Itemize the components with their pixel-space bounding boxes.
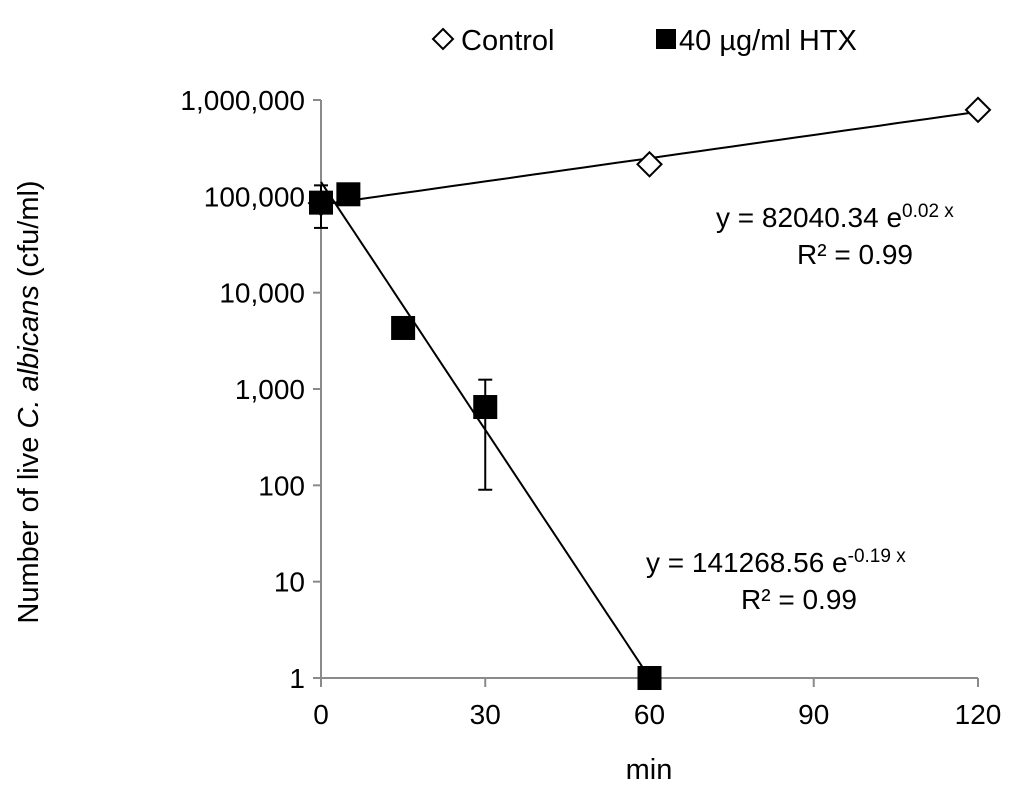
equation-htx-formula: y = 141268.56 e-0.19 x (646, 546, 906, 578)
marker-htx (309, 190, 333, 215)
equation-control: y = 82040.34 e0.02 x R² = 0.99 (716, 201, 954, 270)
y-tick-label: 100 (258, 470, 305, 501)
legend-label-control: Control (461, 25, 555, 57)
y-tick-label: 100,000 (204, 181, 305, 212)
x-tick-label: 90 (798, 699, 829, 730)
axes: 1 10 100 1,000 10,000 100,000 1,000,000 0 30 60 90… (180, 85, 1001, 730)
y-axis-title: Number of live C. albicans (cfu/ml) (13, 180, 45, 623)
marker-htx (336, 182, 361, 207)
marker-htx (391, 315, 416, 340)
x-tick-label: 60 (634, 699, 665, 730)
equation-control-formula: y = 82040.34 e0.02 x (716, 201, 954, 233)
y-tick-label: 1 (289, 663, 305, 694)
y-tick-label: 10 (274, 567, 305, 598)
legend-marker-htx (656, 29, 676, 49)
y-tick-label: 1,000,000 (180, 85, 305, 116)
x-tick-label: 30 (470, 699, 501, 730)
equation-control-r2: R² = 0.99 (797, 239, 913, 270)
x-tick-label: 120 (955, 699, 1002, 730)
y-tick-label: 1,000 (235, 374, 305, 405)
x-axis-title: min (626, 754, 673, 786)
trendlines (320, 110, 979, 679)
data-markers (307, 96, 992, 690)
marker-htx (473, 395, 498, 420)
legend-label-htx: 40 µg/ml HTX (679, 25, 857, 57)
equation-htx-r2: R² = 0.99 (741, 584, 857, 615)
y-tick-label: 10,000 (219, 278, 305, 309)
marker-control (636, 150, 663, 178)
legend: Control 40 µg/ml HTX (431, 25, 857, 57)
equation-htx: y = 141268.56 e-0.19 x R² = 0.99 (646, 546, 906, 615)
marker-control (964, 96, 992, 124)
marker-htx (637, 666, 662, 690)
legend-marker-control (431, 27, 455, 51)
x-tick-label: 0 (313, 699, 329, 730)
